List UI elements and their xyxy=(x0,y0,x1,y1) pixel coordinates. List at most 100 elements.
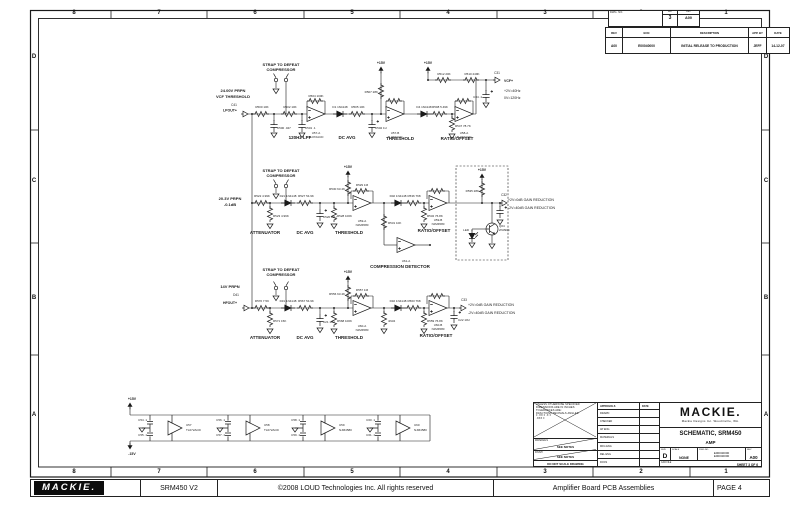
zone-bottom-6: 6 xyxy=(253,469,257,475)
schematic-label: THRESHOLD xyxy=(335,335,364,340)
schematic-label: C55 .1 xyxy=(138,433,147,437)
gnd-symbol xyxy=(266,328,274,335)
zone-bottom-1: 1 xyxy=(724,469,728,475)
scale-value: NONE xyxy=(679,455,689,460)
schematic-label: D41 xyxy=(233,293,239,297)
schematic-label: R505 10K xyxy=(351,105,364,109)
junction-dot xyxy=(451,113,453,115)
junction-dot xyxy=(347,307,349,309)
dh-symbol xyxy=(417,110,431,118)
npn-symbol xyxy=(485,222,499,236)
conn-symbol xyxy=(242,304,250,312)
zone-left-a: A xyxy=(31,412,37,418)
schematic-label: THRESHOLD xyxy=(386,136,415,141)
schematic-label: U61-A xyxy=(402,259,411,263)
materials-label: MATERIALS xyxy=(535,439,548,442)
pv-symbol xyxy=(316,209,327,221)
rv-symbol xyxy=(448,116,456,132)
rh-symbol xyxy=(253,199,269,207)
zone-ticks xyxy=(30,10,770,477)
schematic-label: U60-A xyxy=(358,324,367,328)
jmp-symbol xyxy=(273,281,289,291)
mackie-footer-logo: MACKIE. xyxy=(34,481,105,495)
approval-row: REL ENG xyxy=(598,450,659,459)
pv-symbol xyxy=(482,90,493,102)
schematic-label: TL072ACD xyxy=(309,135,325,139)
schematic-label: DC AVG xyxy=(296,335,314,340)
schematic-label: D4 1N4148 xyxy=(416,105,432,109)
dwg-no-label: DWG. NO. xyxy=(610,11,624,14)
zone-top-8: 8 xyxy=(72,10,76,16)
schematic-label: R571 15K xyxy=(273,319,286,323)
schematic-label: C60 .1 xyxy=(366,418,375,422)
sheet-border xyxy=(29,9,771,478)
schematic-label: U57-A xyxy=(312,131,321,135)
oa-symbol xyxy=(428,299,448,317)
zone-top-5: 5 xyxy=(350,10,354,16)
schematic-label: STRAP TO DEFEAT xyxy=(263,62,300,67)
schematic-label: R536 768 xyxy=(407,194,420,198)
schematic-label: STRAP TO DEFEAT xyxy=(263,168,300,173)
pg-symbol xyxy=(291,415,336,441)
rv-symbol xyxy=(420,311,428,327)
schematic-label: R502 10K xyxy=(283,105,296,109)
description-value: INITIAL RELEASE TO PRODUCTION xyxy=(671,38,749,53)
rh-symbol xyxy=(405,199,421,207)
rev-value: A00 xyxy=(749,454,758,460)
junction-dot xyxy=(333,307,335,309)
approval-role: AP ENG xyxy=(598,426,640,434)
junction-dot xyxy=(251,202,253,204)
gnd-symbol xyxy=(420,223,428,230)
schematic-label: VCF THRESHOLD xyxy=(216,94,250,99)
gnd-symbol xyxy=(298,132,306,139)
schematic-label: +15V xyxy=(377,61,386,65)
junction-dot xyxy=(427,79,429,81)
junction-dot xyxy=(481,202,483,204)
tolerance-line: FRACTIONS DECIMALS ANGLES xyxy=(536,411,579,415)
tolerance-line: .XXX ± xyxy=(536,417,545,421)
gnd-symbol xyxy=(482,102,490,109)
cv-symbol xyxy=(270,120,278,132)
finish-label: FINISH xyxy=(535,451,543,454)
zone-bottom-2: 2 xyxy=(639,469,643,475)
schematic-label: U58-A xyxy=(460,131,469,135)
schematic-label: R508 5.49K xyxy=(432,105,448,109)
schematic-label: +15V xyxy=(128,397,137,401)
junction-dot xyxy=(251,113,253,115)
rev-value: A00 xyxy=(685,15,692,20)
schematic-label: C57 .1 xyxy=(216,433,225,437)
approval-role: MFG ENG xyxy=(598,442,640,450)
zone-top-3: 3 xyxy=(543,10,547,16)
schematic-label: D02 1N4148 xyxy=(390,194,407,198)
conn-symbol xyxy=(500,199,508,207)
schematic-label: R563 768 xyxy=(407,299,420,303)
gnd-symbol xyxy=(316,222,324,229)
title-line-1: SCHEMATIC, SRM450 xyxy=(679,431,742,437)
rh-symbol xyxy=(386,97,402,105)
tolerance-column: UNLESS OTHERWISE SPECIFIED DIMENSIONS AR… xyxy=(534,403,598,466)
schematic-label: R559 76.8K xyxy=(427,319,443,323)
rv-symbol xyxy=(478,181,486,197)
rv-symbol xyxy=(266,206,274,222)
pv-symbol xyxy=(450,311,461,323)
pg-symbol xyxy=(138,415,183,441)
schematic-label: +15V xyxy=(344,165,353,169)
pw-symbol xyxy=(378,66,384,74)
schematic-label: ATTENUATOR xyxy=(250,335,281,340)
rv-symbol xyxy=(420,206,428,222)
revision-table: REV ECN DESCRIPTION APP. BY DATE A00 E00… xyxy=(605,27,790,54)
sheet-cell: SHT 3 xyxy=(662,11,677,26)
pw-symbol xyxy=(425,66,431,74)
compression-detector-box xyxy=(455,165,509,261)
title-column: MACKIE. Mackie Designs Inc. Woodinville,… xyxy=(660,403,761,467)
scale-cell: SCALE NONE xyxy=(671,448,698,460)
schematic-label: C500 .047 xyxy=(277,126,291,130)
sht-value: 3 xyxy=(668,14,672,21)
zone-right-c: C xyxy=(763,178,769,184)
materials-value: SEE NOTES xyxy=(556,445,575,449)
revision-row: A00 E00040000 INITIAL RELEASE TO PRODUCT… xyxy=(606,38,789,53)
schematic-label: D1 1N4148 xyxy=(332,105,348,109)
schematic-label: COMPRESSOR xyxy=(267,173,296,178)
